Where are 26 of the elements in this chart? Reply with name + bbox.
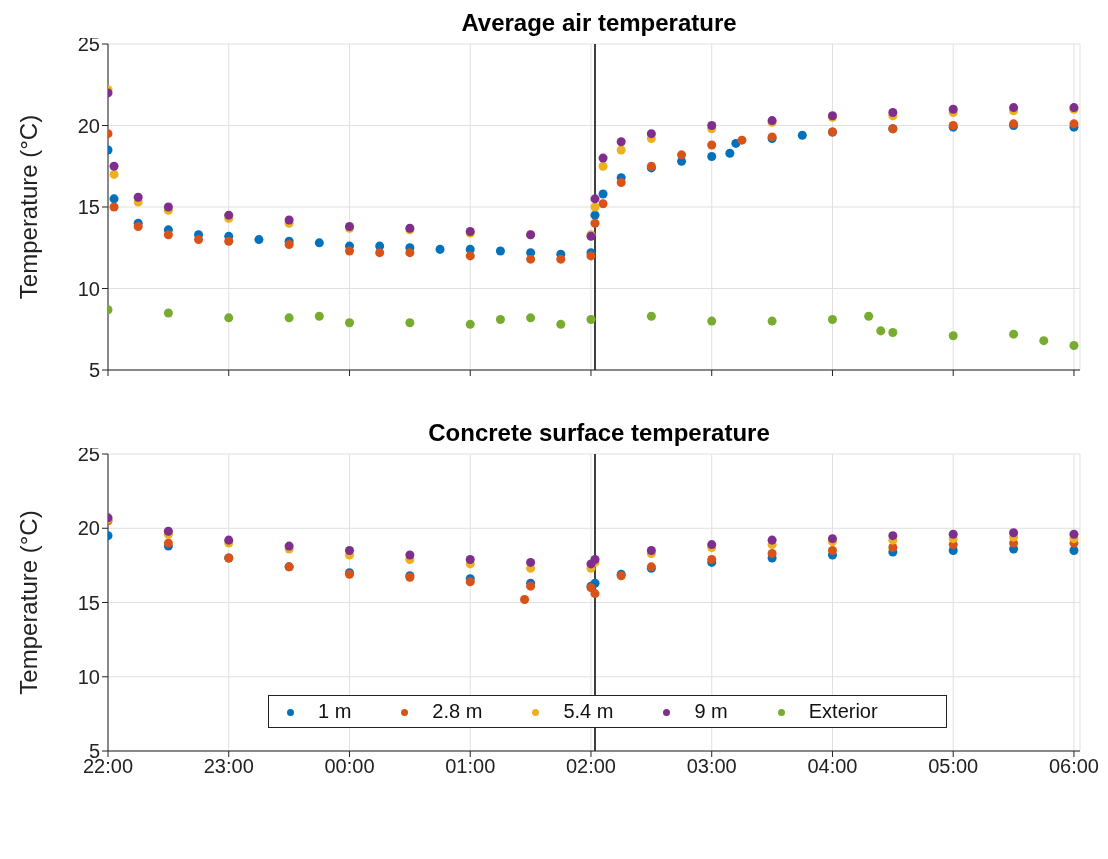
y-tick-label: 20 bbox=[77, 517, 100, 540]
y-tick-label: 25 bbox=[77, 33, 100, 56]
legend-label: 5.4 m bbox=[563, 700, 614, 722]
legend-label: 9 m bbox=[694, 700, 728, 722]
x-tick-label: 06:00 bbox=[1048, 755, 1099, 778]
legend-label: 1 m bbox=[318, 700, 352, 722]
y-axis-title: Temperature (°C) bbox=[14, 114, 42, 300]
y-tick-label: 10 bbox=[77, 665, 100, 688]
y-tick-label: 25 bbox=[77, 443, 100, 466]
y-tick-label: 15 bbox=[77, 196, 100, 219]
legend-label: 2.8 m bbox=[432, 700, 483, 722]
x-tick-label: 03:00 bbox=[686, 755, 737, 778]
x-tick-label: 04:00 bbox=[807, 755, 858, 778]
x-tick-label: 00:00 bbox=[324, 755, 375, 778]
x-tick-label: 05:00 bbox=[928, 755, 979, 778]
y-tick-label: 15 bbox=[77, 591, 100, 614]
legend-label: Exterior bbox=[808, 700, 878, 722]
y-axis-title: Temperature (°C) bbox=[14, 510, 42, 695]
y-tick-label: 10 bbox=[77, 277, 100, 300]
x-tick-label: 02:00 bbox=[565, 755, 617, 778]
x-tick-label: 01:00 bbox=[445, 755, 496, 778]
chart-title: Concrete surface temperature bbox=[428, 419, 770, 446]
y-tick-label: 5 bbox=[88, 359, 100, 382]
x-tick-label: 23:00 bbox=[203, 755, 254, 778]
y-tick-label: 20 bbox=[77, 114, 100, 137]
chart-title: Average air temperature bbox=[461, 9, 737, 36]
